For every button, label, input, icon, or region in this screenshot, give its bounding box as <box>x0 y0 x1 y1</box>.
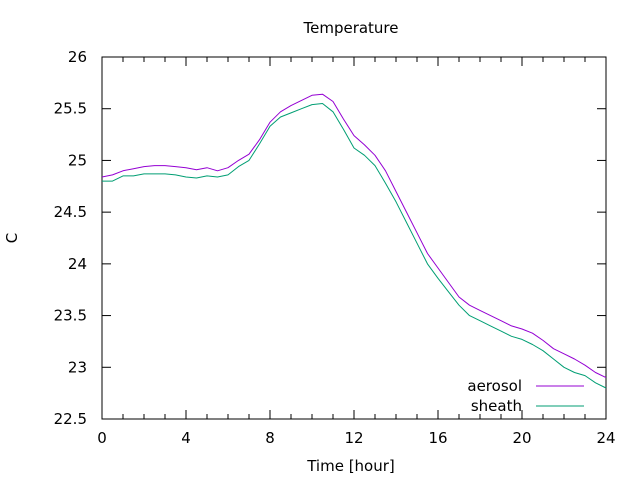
x-tick-label: 24 <box>596 429 615 447</box>
y-tick-label: 23 <box>68 358 87 376</box>
y-tick-label: 24 <box>68 255 87 273</box>
plot-border <box>101 56 607 420</box>
legend: aerosol sheath <box>467 377 584 415</box>
legend-label-sheath: sheath <box>471 397 522 415</box>
x-tick-label: 4 <box>181 429 191 447</box>
x-axis: 0 4 8 12 16 20 24 <box>97 57 616 447</box>
y-tick-label: 25 <box>68 151 87 169</box>
y-tick-label: 26 <box>68 48 87 66</box>
x-tick-label: 8 <box>265 429 275 447</box>
x-tick-label: 0 <box>97 429 107 447</box>
x-axis-label: Time [hour] <box>306 457 395 475</box>
y-tick-label: 24.5 <box>54 203 87 221</box>
series-lines <box>101 93 607 389</box>
legend-label-aerosol: aerosol <box>467 377 522 395</box>
plot-frame <box>101 56 607 420</box>
chart-title: Temperature <box>302 19 398 37</box>
x-tick-label: 16 <box>428 429 447 447</box>
y-axis: 22.5 23 23.5 24 24.5 25 25.5 26 <box>54 48 606 428</box>
y-tick-label: 22.5 <box>54 410 87 428</box>
y-tick-label: 23.5 <box>54 307 87 325</box>
y-tick-label: 25.5 <box>54 100 87 118</box>
x-tick-label: 20 <box>512 429 531 447</box>
series-line-sheath <box>102 103 607 389</box>
series-line-aerosol <box>101 93 607 379</box>
y-axis-label: C <box>3 233 21 243</box>
x-tick-label: 12 <box>344 429 363 447</box>
